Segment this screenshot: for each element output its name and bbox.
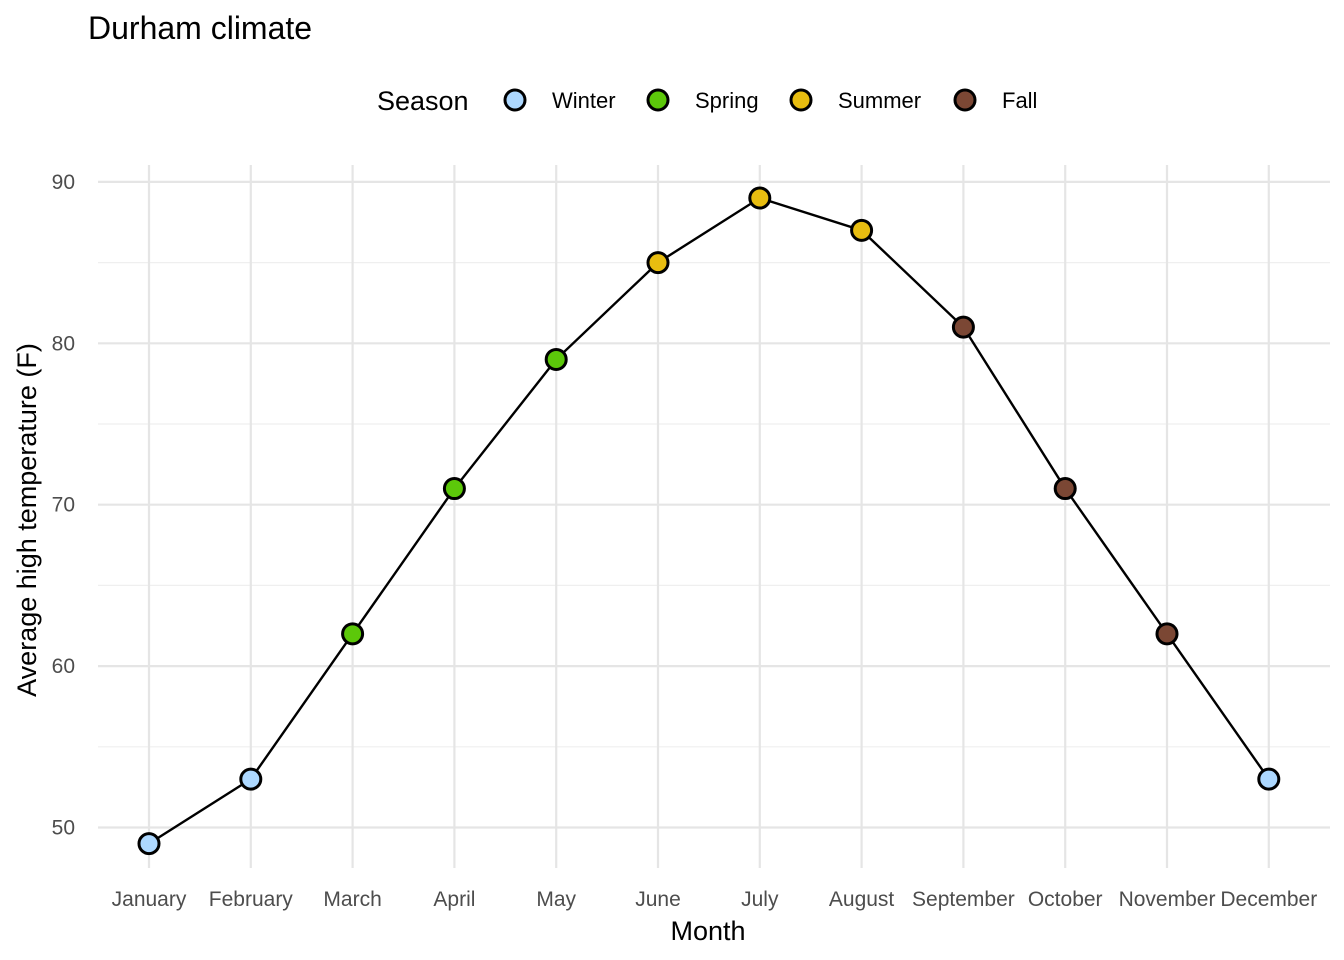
legend-title: Season — [377, 86, 469, 116]
data-point-july — [748, 186, 772, 210]
data-point-march — [341, 622, 365, 646]
x-tick-label: June — [635, 888, 681, 911]
x-tick-label: April — [433, 888, 475, 911]
legend-label-summer: Summer — [838, 88, 921, 113]
y-tick-label: 70 — [52, 494, 75, 517]
legend-label-spring: Spring — [695, 88, 759, 113]
legend-label-fall: Fall — [1002, 88, 1037, 113]
x-axis-label: Month — [670, 916, 745, 946]
x-tick-label: November — [1119, 888, 1216, 911]
series-line — [148, 196, 1270, 845]
data-point-december — [1257, 767, 1281, 791]
data-point-october — [1053, 477, 1077, 501]
data-point-september — [951, 315, 975, 339]
x-tick-label: August — [829, 888, 895, 911]
y-axis-label: Average high temperature (F) — [12, 343, 42, 697]
legend-label-winter: Winter — [552, 88, 616, 113]
x-tick-label: January — [112, 888, 187, 911]
series-temperature — [137, 186, 1281, 856]
x-axis-ticks: January February March April May June July Augu… — [112, 888, 1318, 911]
data-point-may — [544, 347, 568, 371]
x-tick-label: May — [536, 888, 576, 911]
legend-key-fall — [953, 88, 977, 112]
x-tick-label: July — [741, 888, 779, 911]
y-tick-label: 50 — [52, 817, 75, 840]
x-tick-label: December — [1220, 888, 1317, 911]
plot-grid — [98, 165, 1330, 868]
y-tick-label: 60 — [52, 655, 75, 678]
data-point-april — [442, 477, 466, 501]
legend-key-winter — [503, 88, 527, 112]
x-tick-label: October — [1028, 888, 1103, 911]
data-point-august — [850, 218, 874, 242]
chart-title: Durham climate — [88, 10, 312, 46]
y-tick-label: 80 — [52, 332, 75, 355]
legend-key-spring — [646, 88, 670, 112]
x-tick-label: September — [912, 888, 1015, 911]
legend-key-summer — [789, 88, 813, 112]
data-point-february — [239, 767, 263, 791]
data-point-january — [137, 832, 161, 856]
y-tick-label: 90 — [52, 171, 75, 194]
x-tick-label: March — [323, 888, 381, 911]
data-point-june — [646, 251, 670, 275]
y-axis-ticks: 50 60 70 80 90 — [52, 171, 75, 840]
data-point-november — [1155, 622, 1179, 646]
legend: Season Winter Spring Summer Fall — [377, 86, 1037, 116]
x-tick-label: February — [209, 888, 294, 911]
